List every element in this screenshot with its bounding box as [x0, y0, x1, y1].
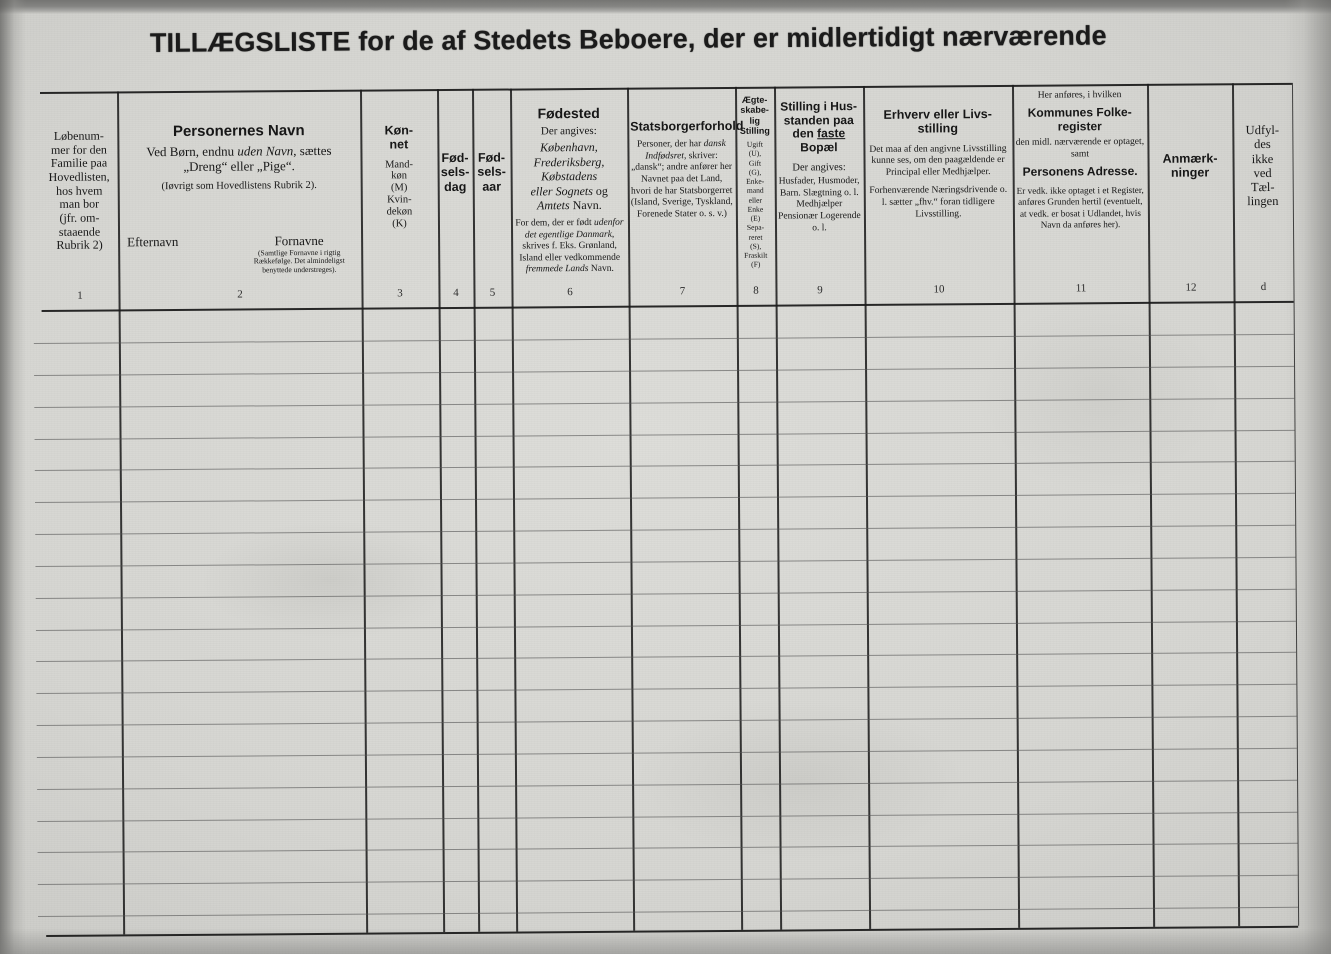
column-number-1: 1 [77, 289, 83, 302]
column-number-5: 5 [489, 286, 496, 299]
column-separator [1231, 83, 1241, 927]
table-row [35, 556, 1296, 567]
column-number-2: 2 [237, 288, 243, 301]
table-row [33, 333, 1294, 345]
column-header-12: Anmærk-ninger [1162, 151, 1218, 180]
column-number-7: 7 [679, 285, 686, 298]
column-header-4: Fød-sels-dag [440, 150, 470, 194]
column-number-8: 8 [753, 284, 759, 297]
table-row [35, 524, 1296, 536]
table-row [37, 875, 1298, 886]
scan-left-edge-shadow [0, 0, 26, 954]
table-row [36, 747, 1297, 758]
column-number-10: 10 [933, 283, 945, 296]
scan-top-edge-shadow [0, 0, 1331, 14]
column-number-12: 12 [1185, 281, 1197, 294]
column-header-7: Statsborgerforhold Personer, der har dans… [630, 118, 744, 220]
column-header-1: Løbenum-mer for den Familie paa Hovedliste… [48, 128, 110, 253]
page-title-text: TILLÆGSLISTE for de af Stedets Beboere, … [149, 20, 1107, 58]
table-row [37, 779, 1298, 790]
column-header-d: Udfyl-des ikke ved Tæl-lingen [1245, 122, 1280, 209]
column-number-4: 4 [453, 286, 459, 299]
table-row [38, 906, 1299, 918]
column-number-9: 9 [817, 284, 823, 297]
table-row [34, 461, 1295, 472]
table-row [36, 684, 1297, 695]
column-header-9: Stilling i Hus-standen paa den faste Bopæl… [778, 99, 861, 234]
census-form-table: Løbenum-mer for den Familie paa Hovedliste… [33, 82, 1300, 937]
page-title: TILLÆGSLISTE for de af Stedets Beboere, … [150, 20, 1210, 68]
table-rule [41, 300, 1294, 312]
column-separator [436, 89, 446, 933]
column-header-3: Køn-net Mand-køn (M) Kvin-dekøn (K) [384, 123, 414, 230]
column-header-11: Her anføres, i hvilken Kommunes Folke-reg… [1015, 89, 1145, 230]
column-number-d: d [1260, 281, 1267, 294]
column-header-8: Ægte-skabe-lig Stilling Ugift (U), Gift (G), E… [739, 94, 770, 270]
table-row [34, 397, 1295, 408]
table-row [36, 715, 1297, 727]
column-number-3: 3 [397, 287, 403, 300]
scan-bottom-edge-shadow [0, 928, 1331, 954]
table-row [36, 652, 1297, 663]
column-header-10: Erhverv eller Livs-stilling Det maa af de… [869, 107, 1008, 221]
table-row [35, 620, 1296, 631]
column-header-5: Fød-sels-aar [477, 150, 506, 194]
table-row [35, 588, 1296, 599]
column-number-6: 6 [567, 286, 573, 299]
table-row [34, 365, 1295, 376]
column-header-6: Fødested Der angives: København, Frederiks… [515, 104, 624, 275]
column-number-11: 11 [1075, 282, 1087, 295]
scan-right-edge-shadow [1285, 0, 1331, 954]
column-separator [471, 88, 481, 932]
table-row [37, 811, 1298, 822]
table-row [34, 429, 1295, 440]
table-row [37, 843, 1298, 854]
table-row [35, 493, 1295, 504]
column-separator [1146, 83, 1156, 927]
column-header-2: Personernes Navn Ved Børn, endnu uden Nav… [127, 122, 345, 275]
